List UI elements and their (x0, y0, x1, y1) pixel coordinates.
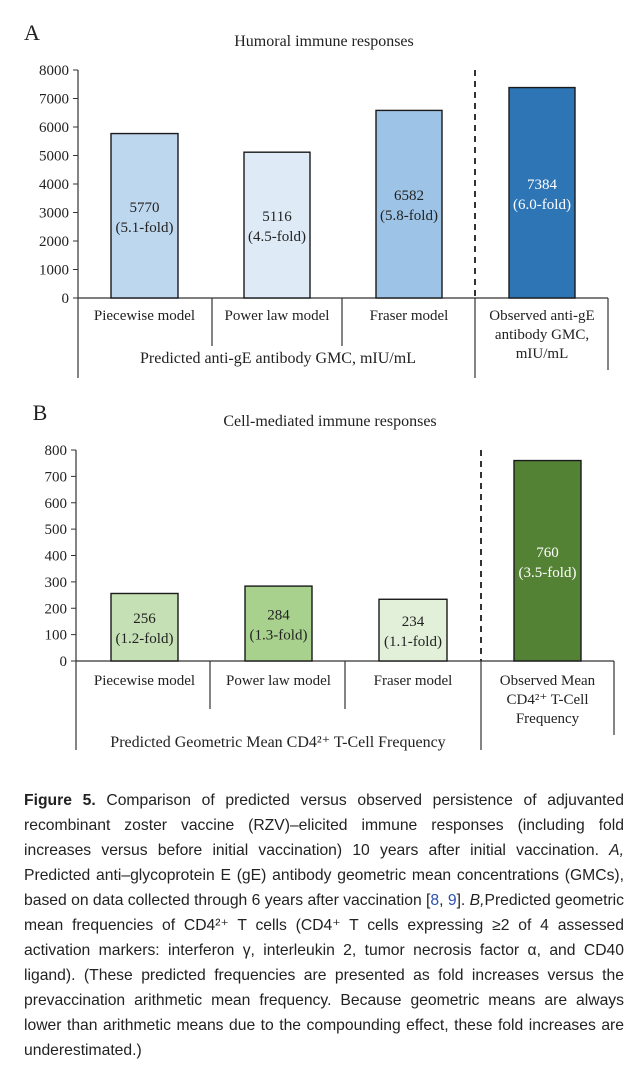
bar-fold-label: (4.5-fold) (248, 229, 306, 245)
y-tick-label: 800 (45, 443, 68, 459)
figure-caption: Figure 5. Comparison of predicted versus… (24, 788, 624, 1063)
bar-2 (243, 151, 311, 299)
y-tick-label: 400 (45, 549, 68, 565)
bar-fold-label: (1.1-fold) (384, 634, 442, 650)
panel-label: A (24, 20, 40, 45)
caption-text-a: Predicted anti–glycoprotein E (gE) antib… (24, 867, 624, 909)
x-category-label: Frequency (516, 711, 580, 727)
y-tick-label: 1000 (39, 263, 69, 279)
chart-title: Humoral immune responses (234, 33, 414, 50)
caption-text-a-end: ]. (456, 892, 466, 909)
x-category-label: mIU/mL (516, 346, 569, 362)
bar-fold-label: (1.2-fold) (116, 631, 174, 647)
y-tick-label: 500 (45, 522, 68, 538)
y-tick-label: 5000 (39, 149, 69, 165)
panel-label: B (33, 400, 48, 425)
x-category-label: CD4²⁺ T-Cell (506, 692, 588, 708)
reference-link-9[interactable]: 9 (447, 892, 457, 909)
x-category-label: Piecewise model (94, 308, 195, 324)
bar-4 (513, 459, 582, 662)
caption-panel-b-label: B, (469, 892, 485, 909)
bar-value-label: 5116 (262, 209, 292, 225)
caption-ref-separator: , (439, 892, 448, 909)
bar-4 (508, 86, 576, 299)
chart-panel-a: A Humoral immune responses 0 1000 2000 3000 40… (24, 20, 609, 378)
bar-fold-label: (6.0-fold) (513, 197, 571, 213)
bar-value-label: 6582 (394, 188, 424, 204)
bar-value-label: 256 (133, 611, 156, 627)
bar-1 (110, 132, 179, 299)
y-tick-label: 7000 (39, 92, 69, 108)
bar-value-label: 760 (536, 545, 559, 561)
x-category-label: Power law model (225, 308, 330, 324)
x-category-label: Power law model (226, 673, 331, 689)
predicted-group-label: Predicted Geometric Mean CD4²⁺ T-Cell Fr… (110, 734, 445, 751)
x-category-label: Observed anti-gE (489, 308, 594, 324)
caption-panel-a-label: A, (609, 842, 624, 859)
y-tick-label: 6000 (39, 120, 69, 136)
y-tick-label: 700 (45, 469, 68, 485)
y-tick-label: 0 (62, 291, 70, 307)
bar-value-label: 234 (402, 614, 425, 630)
reference-link-8[interactable]: 8 (430, 892, 440, 909)
x-category-label: Fraser model (370, 308, 449, 324)
x-category-label: antibody GMC, (495, 327, 589, 343)
y-tick-label: 200 (45, 601, 68, 617)
bar-value-label: 284 (267, 608, 290, 624)
bar-3 (375, 109, 443, 299)
y-tick-label: 2000 (39, 234, 69, 250)
y-tick-label: 100 (45, 628, 68, 644)
bar-value-label: 5770 (130, 200, 160, 216)
caption-text-intro: Comparison of predicted versus observed … (24, 792, 624, 859)
bar-fold-label: (5.1-fold) (116, 220, 174, 236)
x-category-label: Piecewise model (94, 673, 195, 689)
y-tick-label: 3000 (39, 206, 69, 222)
bar-fold-label: (3.5-fold) (519, 565, 577, 581)
bar-2 (244, 585, 313, 662)
x-category-label: Observed Mean (500, 673, 596, 689)
y-tick-label: 600 (45, 496, 68, 512)
y-tick-label: 8000 (39, 63, 69, 79)
bar-value-label: 7384 (527, 177, 558, 193)
y-tick-label: 4000 (39, 177, 69, 193)
bar-3 (378, 598, 448, 662)
chart-panel-b: B Cell-mediated immune responses 0 100 200 30… (33, 400, 615, 751)
figure-label: Figure 5. (24, 792, 96, 809)
caption-text-b: Predicted geometric mean frequencies of … (24, 892, 624, 1059)
predicted-group-label: Predicted anti-gE antibody GMC, mIU/mL (140, 350, 416, 367)
bar-fold-label: (5.8-fold) (380, 208, 438, 224)
y-tick-label: 0 (60, 654, 68, 670)
x-category-label: Fraser model (374, 673, 453, 689)
y-tick-label: 300 (45, 575, 68, 591)
figure-charts: A Humoral immune responses010002000300040… (24, 20, 615, 751)
bar-fold-label: (1.3-fold) (250, 628, 308, 644)
chart-title: Cell-mediated immune responses (223, 413, 436, 430)
bar-1 (110, 592, 179, 662)
